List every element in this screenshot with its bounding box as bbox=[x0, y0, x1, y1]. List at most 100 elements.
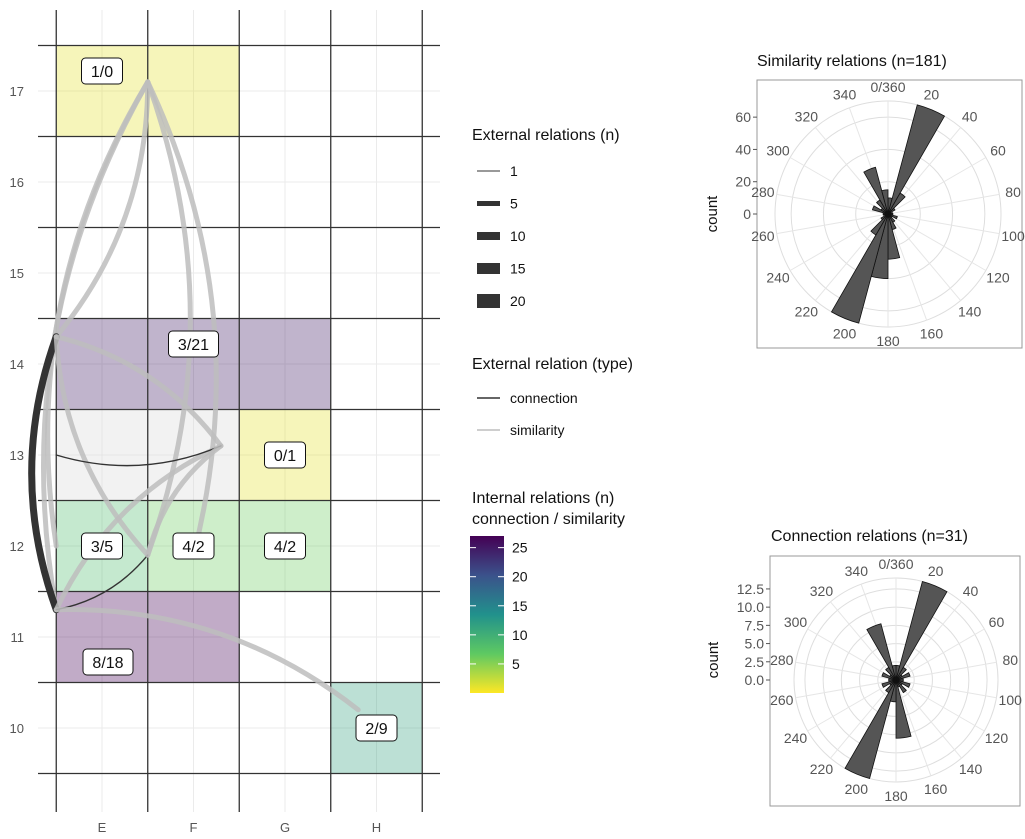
rose-angle-gridline bbox=[887, 213, 928, 321]
rose-angle-gridline bbox=[895, 679, 985, 732]
rose-bar bbox=[891, 665, 897, 681]
y-tick-label: 13 bbox=[10, 448, 24, 463]
cell-label-box bbox=[172, 532, 215, 560]
rose-bar bbox=[830, 213, 889, 324]
rose-radial-tick-label: 10.0 bbox=[737, 599, 764, 615]
rose-angle-gridline bbox=[795, 661, 897, 681]
similarity-edge bbox=[145, 79, 193, 558]
rose-bar bbox=[895, 679, 912, 739]
rose-angle-label: 280 bbox=[770, 652, 794, 668]
connection-edge bbox=[28, 333, 60, 614]
cell-label: 4/2 bbox=[172, 532, 215, 560]
rose-angle-label: 140 bbox=[959, 761, 983, 777]
rose-radial-tick-label: 12.5 bbox=[737, 581, 764, 597]
rose-bar bbox=[895, 580, 948, 681]
rose-angle-label: 100 bbox=[999, 692, 1023, 708]
rose-angle-gridline bbox=[895, 679, 932, 777]
connection-edge bbox=[55, 445, 222, 467]
rose-angle-gridline bbox=[887, 193, 1000, 215]
cell-label: 2/9 bbox=[355, 714, 398, 742]
colorbar bbox=[470, 536, 504, 693]
rose-angle-label: 60 bbox=[990, 143, 1006, 159]
rose-angle-gridline bbox=[895, 661, 997, 681]
grid-cell bbox=[56, 318, 148, 410]
y-tick-label: 16 bbox=[10, 175, 24, 190]
rose-radial-tick-label: 40 bbox=[735, 141, 751, 157]
rose-bar bbox=[866, 623, 897, 681]
rose-radial-tick-label: 0 bbox=[743, 206, 751, 222]
legend-title-external-n: External relations (n) bbox=[472, 127, 620, 144]
rose-axis-title: count bbox=[704, 195, 721, 233]
rose-angle-gridline bbox=[776, 213, 889, 235]
similarity-edge bbox=[53, 79, 151, 340]
rose-angle-gridline bbox=[814, 127, 889, 215]
similarity-edge bbox=[53, 607, 361, 713]
y-tick-label: 10 bbox=[10, 721, 24, 736]
y-tick-label: 14 bbox=[10, 357, 24, 372]
rose-angle-label: 220 bbox=[795, 303, 819, 319]
rose-angle-label: 320 bbox=[810, 583, 834, 599]
cell-label-box bbox=[168, 330, 219, 358]
cell-label: 3/21 bbox=[168, 330, 219, 358]
cell-label: 0/1 bbox=[264, 441, 306, 469]
rose-angle-label: 220 bbox=[810, 761, 834, 777]
rose-bar bbox=[895, 672, 911, 681]
legend-title-external-type: External relation (type) bbox=[472, 356, 633, 373]
rose-angle-label: 240 bbox=[766, 270, 790, 286]
rose-angle-label: 120 bbox=[986, 270, 1010, 286]
rose-angle-label: 300 bbox=[766, 143, 790, 159]
cell-label: 8/18 bbox=[82, 648, 134, 676]
rose-angle-label: 200 bbox=[833, 325, 857, 341]
rose-bar bbox=[895, 666, 907, 681]
similarity-edge bbox=[53, 334, 224, 449]
rose-bar bbox=[870, 213, 889, 236]
rose-radial-tick-label: 0.0 bbox=[745, 672, 765, 688]
connection-rose-panel: Connection relations (n=31) 0/360 20 40 60 80… bbox=[705, 528, 1023, 807]
cell-label-text: 0/1 bbox=[274, 448, 296, 465]
similarity-edge bbox=[145, 443, 224, 558]
y-tick-label: 15 bbox=[10, 266, 24, 281]
cell-label-text: 8/18 bbox=[92, 655, 123, 672]
rose-angle-label: 240 bbox=[784, 730, 808, 746]
rose-bar bbox=[895, 679, 907, 694]
similarity-rose-panel: Similarity relations (n=181) 0/360 20 40 60 8… bbox=[704, 53, 1025, 349]
cell-label: 4/2 bbox=[264, 532, 306, 560]
rose-angle-label: 160 bbox=[924, 781, 948, 797]
cell-label-text: 2/9 bbox=[365, 721, 387, 738]
rose-radial-tick-label: 60 bbox=[735, 109, 751, 125]
cell-label-text: 4/2 bbox=[182, 539, 204, 556]
cell-label-box bbox=[355, 714, 398, 742]
x-tick-label: H bbox=[372, 820, 381, 835]
rose-angle-label: 20 bbox=[928, 563, 944, 579]
rose-angle-gridline bbox=[887, 213, 962, 301]
rose-angle-label: 120 bbox=[985, 730, 1009, 746]
colorbar-tick-label: 20 bbox=[512, 569, 528, 585]
y-tick-label: 11 bbox=[11, 630, 25, 645]
rose-axis-title: count bbox=[705, 641, 722, 679]
rose-angle-label: 140 bbox=[958, 303, 982, 319]
rose-angle-label: 260 bbox=[751, 228, 775, 244]
similarity-edge bbox=[145, 79, 219, 558]
rose-bar bbox=[881, 679, 897, 688]
rose-bar bbox=[885, 679, 897, 694]
cell-label-box bbox=[264, 441, 306, 469]
legend-subtitle-internal-n: connection / similarity bbox=[472, 511, 625, 528]
legend-item-label: 1 bbox=[510, 163, 518, 179]
cell-label-text: 4/2 bbox=[274, 539, 296, 556]
rose-angle-gridline bbox=[807, 628, 897, 681]
network-grid-panel: 10 11 12 13 14 15 16 17 E F G H 1/0 3/21 0/1 3/5 4/2 4/2 8… bbox=[10, 10, 440, 835]
rose-title: Similarity relations (n=181) bbox=[757, 53, 947, 70]
similarity-edge bbox=[53, 443, 224, 613]
rose-radial-tick-label: 2.5 bbox=[745, 654, 765, 670]
cell-label-box bbox=[81, 57, 123, 85]
rose-angle-gridline bbox=[776, 193, 889, 215]
rose-angle-gridline bbox=[830, 679, 897, 759]
rose-angle-label: 40 bbox=[962, 109, 978, 125]
grid-cell bbox=[147, 409, 240, 501]
rose-angle-gridline bbox=[789, 213, 889, 271]
y-tick-label: 17 bbox=[10, 84, 24, 99]
rose-angle-label: 80 bbox=[1005, 184, 1021, 200]
rose-angle-label: 60 bbox=[989, 614, 1005, 630]
rose-bar bbox=[887, 104, 946, 215]
